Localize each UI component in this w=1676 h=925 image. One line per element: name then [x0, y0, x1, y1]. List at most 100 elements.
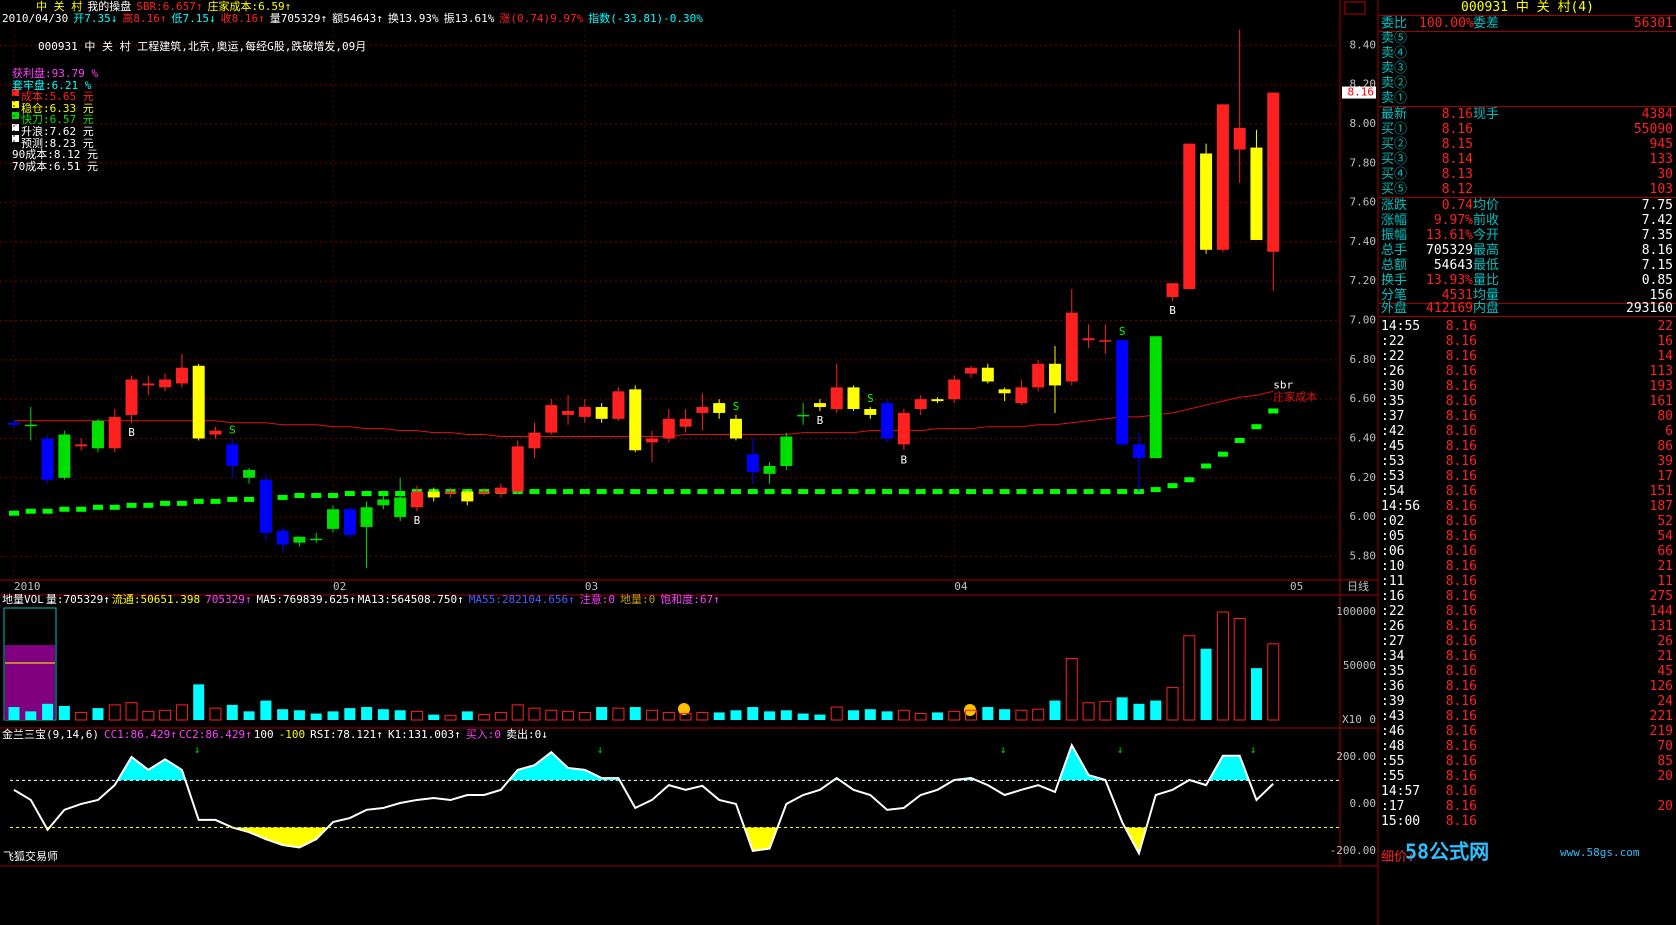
- quote-cell: 最高: [1473, 243, 1500, 258]
- quote-cell: 24: [1657, 694, 1673, 709]
- header-item: K1:131.003↑: [387, 728, 461, 741]
- quote-row: 委比 100.00% 委差 56301: [1379, 16, 1676, 32]
- volume-bar: [612, 707, 625, 721]
- quote-cell: 卖⑤: [1381, 31, 1408, 46]
- support-dash: [59, 506, 70, 512]
- candle-body: [511, 446, 524, 492]
- quote-cell: :35: [1381, 394, 1405, 409]
- support-dash: [529, 489, 540, 495]
- close-button[interactable]: [1344, 1, 1366, 15]
- volume-bar: [764, 711, 776, 720]
- quote-row: 买① 8.16 55090: [1379, 122, 1676, 137]
- candle-body: [343, 509, 356, 535]
- smiley: [678, 703, 690, 715]
- y-tick-label: 7.60: [1350, 196, 1377, 209]
- candle-body: [528, 432, 541, 449]
- header-item: -100: [278, 728, 306, 741]
- candle-body: [948, 379, 961, 400]
- y-tick-label: 6.40: [1350, 431, 1377, 444]
- upper-fill: [117, 745, 1250, 781]
- quote-row: 卖②: [1379, 76, 1676, 91]
- quote-cell: 20: [1657, 799, 1673, 814]
- support-dash: [680, 489, 691, 495]
- support-dash: [898, 489, 909, 495]
- quote-cell: 80: [1657, 409, 1673, 424]
- volume-bar: [175, 704, 188, 721]
- support-dash: [361, 491, 372, 497]
- candle-body: [713, 403, 726, 413]
- quote-cell: 8.16: [1445, 799, 1477, 814]
- quote-row: :06 8.16 66: [1379, 544, 1676, 559]
- quote: 量705329↑: [269, 12, 328, 25]
- quote-cell: 买④: [1381, 167, 1408, 182]
- candle-body: [562, 410, 575, 415]
- unit-label: X10: [1342, 713, 1362, 726]
- quote-row: 总手 705329 最高 8.16: [1379, 243, 1676, 258]
- tab[interactable]: 我的操盘: [87, 0, 132, 13]
- candle-body: [1082, 338, 1095, 341]
- volume-bar: [1200, 648, 1212, 720]
- quote: 收8.16↑: [220, 12, 265, 25]
- quote-cell: 8.15: [1441, 137, 1473, 152]
- quote-cell: 卖②: [1381, 76, 1408, 91]
- candle-body: [327, 509, 340, 529]
- candle-body: [931, 399, 944, 402]
- candle-body: [427, 491, 440, 498]
- header-item: 卖出:0↓: [506, 728, 548, 741]
- support-dash: [1100, 489, 1111, 495]
- candle-body: [578, 407, 591, 417]
- quote-row: 总额 54643 最低 7.15: [1379, 258, 1676, 273]
- quote-cell: 8.16: [1445, 634, 1477, 649]
- quote-cell: 买⑤: [1381, 182, 1408, 197]
- quote-cell: 8.16: [1445, 544, 1477, 559]
- support-dash: [1150, 487, 1161, 493]
- indicator-header: 金兰三宝(9,14,6) CC1:86.429↑ CC2:86.429↑ 100 -10…: [2, 729, 553, 741]
- quote-cell: :42: [1381, 424, 1405, 439]
- quote-row: :22 8.16 16: [1379, 334, 1676, 349]
- quote-cell: 705329: [1426, 243, 1473, 258]
- volume-bar: [494, 711, 507, 721]
- candle-body: [1065, 312, 1078, 382]
- legend-item: 套牢盘:6.21 %: [12, 78, 92, 92]
- quote-cell: 8.13: [1441, 167, 1473, 182]
- quote-cell: 21: [1657, 559, 1673, 574]
- quote-cell: :22: [1381, 334, 1405, 349]
- quote-row: :43 8.16 221: [1379, 709, 1676, 724]
- volume-bar: [545, 709, 558, 721]
- quote-cell: 8.16: [1445, 349, 1477, 364]
- volume-bar: [679, 713, 692, 721]
- quote-row: 最新 8.16 现手 4384: [1379, 107, 1676, 122]
- support-dash: [999, 489, 1010, 495]
- quote-cell: 卖①: [1381, 91, 1408, 106]
- quote-cell: 8.16: [1445, 469, 1477, 484]
- candle-body: [410, 491, 423, 508]
- quote-cell: 今开: [1473, 228, 1500, 243]
- quote-row: :34 8.16 21: [1379, 649, 1676, 664]
- quote-row: 分笔 4531 均量 156: [1379, 288, 1676, 304]
- quote-cell: 最新: [1381, 107, 1408, 122]
- header-item: 买入:0: [465, 728, 502, 741]
- quote-cell: 39: [1657, 454, 1673, 469]
- legend-squares: [12, 89, 19, 142]
- quote-cell: 涨跌: [1381, 198, 1408, 213]
- volume-bar: [444, 715, 457, 721]
- candle-body: [243, 469, 256, 478]
- support-dash: [294, 492, 305, 498]
- volume-bar: [814, 714, 826, 720]
- quote-cell: 0.85: [1641, 273, 1673, 288]
- quote-cell: 委差: [1473, 16, 1500, 31]
- quote-cell: :35: [1381, 664, 1405, 679]
- y-tick-label: 6.60: [1350, 392, 1377, 405]
- quote-cell: 8.16: [1445, 649, 1477, 664]
- quote-row: :35 8.16 161: [1379, 394, 1676, 409]
- quote-cell: 8.12: [1441, 182, 1473, 197]
- header-item: CC2:86.429↑: [178, 728, 252, 741]
- support-dash: [697, 489, 708, 495]
- quote-row: 买④ 8.13 30: [1379, 167, 1676, 182]
- quote-cell: 412169: [1426, 301, 1473, 316]
- header-item: 流通:50651.398: [111, 593, 201, 606]
- volume-bar: [277, 709, 289, 720]
- quote-cell: 8.16: [1445, 394, 1477, 409]
- signal: S: [1119, 325, 1126, 338]
- y-tick-label: 100000: [1336, 605, 1376, 618]
